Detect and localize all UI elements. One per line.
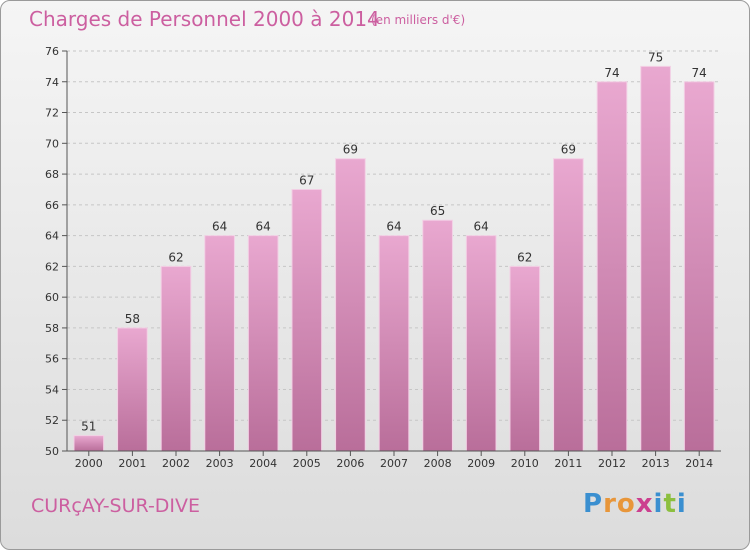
- y-tick-label: 66: [45, 199, 59, 212]
- bar: [596, 81, 628, 452]
- x-tick-label: 2005: [293, 457, 321, 470]
- y-tick-label: 74: [45, 76, 59, 89]
- bar: [160, 265, 192, 452]
- logo-letter: t: [663, 489, 677, 519]
- y-tick-label: 58: [45, 322, 59, 335]
- x-tick-label: 2010: [511, 457, 539, 470]
- bar: [509, 265, 541, 452]
- x-tick-label: 2008: [424, 457, 452, 470]
- chart-subtitle: (en milliers d'€): [371, 13, 466, 27]
- y-tick-label: 70: [45, 137, 59, 150]
- x-tick-label: 2007: [380, 457, 408, 470]
- data-label: 62: [517, 250, 532, 264]
- data-label: 62: [168, 250, 183, 264]
- bar: [422, 219, 453, 452]
- y-tick-label: 56: [45, 353, 59, 366]
- data-label: 58: [125, 312, 140, 326]
- data-label: 65: [430, 204, 445, 218]
- y-tick-label: 54: [45, 383, 59, 396]
- data-label: 74: [692, 66, 707, 80]
- x-tick-label: 2003: [206, 457, 234, 470]
- chart-title: Charges de Personnel 2000 à 2014: [29, 7, 380, 31]
- data-label: 67: [299, 173, 314, 187]
- logo-letter: o: [616, 489, 636, 519]
- x-tick-label: 2011: [554, 457, 582, 470]
- logo-letter: i: [676, 489, 687, 519]
- bar: [378, 235, 410, 452]
- bar: [247, 235, 279, 452]
- logo-letter: x: [635, 489, 654, 519]
- bar: [335, 158, 366, 452]
- x-tick-label: 2012: [598, 457, 626, 470]
- y-tick-label: 50: [45, 445, 59, 458]
- y-tick-label: 60: [45, 291, 59, 304]
- data-label: 69: [343, 143, 358, 157]
- bar: [117, 327, 148, 452]
- x-tick-label: 2001: [118, 457, 146, 470]
- data-label: 64: [256, 220, 271, 234]
- logo-letter: i: [653, 489, 664, 519]
- y-tick-label: 62: [45, 260, 59, 273]
- x-tick-label: 2009: [467, 457, 495, 470]
- bar: [553, 158, 584, 452]
- logo-letter: P: [583, 489, 604, 519]
- commune-name: CURçAY-SUR-DIVE: [31, 495, 201, 517]
- data-label: 74: [604, 66, 619, 80]
- proxiti-logo: Proxiti: [583, 489, 687, 519]
- data-label: 75: [648, 50, 663, 64]
- logo-letter: r: [603, 489, 617, 519]
- bar: [465, 235, 497, 452]
- y-tick-label: 76: [45, 45, 59, 58]
- bar-chart: 51 58 62 64 64 67 69 64 65 64 62 69 74 75 74 50 52 54 56 5…: [45, 45, 721, 470]
- data-label: 51: [81, 420, 96, 434]
- x-tick-label: 2000: [75, 457, 103, 470]
- y-tick-label: 64: [45, 230, 59, 243]
- data-label: 64: [474, 220, 489, 234]
- bar: [640, 65, 671, 452]
- data-label: 69: [561, 143, 576, 157]
- bar: [291, 188, 323, 452]
- y-tick-label: 52: [45, 414, 59, 427]
- bar: [73, 435, 105, 452]
- x-tick-label: 2006: [336, 457, 364, 470]
- x-tick-label: 2002: [162, 457, 190, 470]
- bar: [683, 81, 715, 452]
- data-label: 64: [386, 220, 401, 234]
- y-tick-label: 72: [45, 107, 59, 120]
- bar: [204, 235, 235, 452]
- x-tick-label: 2004: [249, 457, 277, 470]
- y-tick-label: 68: [45, 168, 59, 181]
- x-tick-label: 2014: [685, 457, 713, 470]
- x-tick-label: 2013: [642, 457, 670, 470]
- data-label: 64: [212, 220, 227, 234]
